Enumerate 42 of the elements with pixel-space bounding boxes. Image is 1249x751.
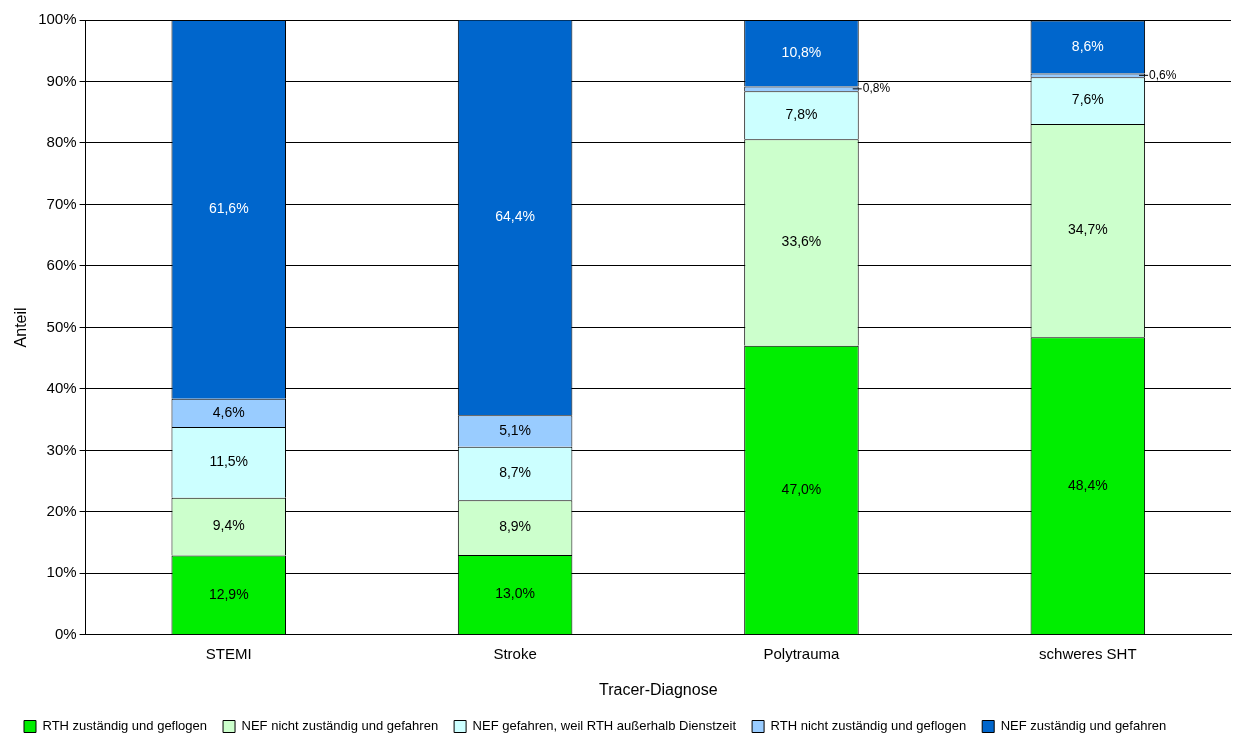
x-tick-label: Stroke (493, 644, 537, 662)
y-axis-title: Anteil (12, 307, 30, 348)
data-label: 8,9% (499, 518, 532, 535)
data-label: 12,9% (208, 585, 249, 602)
legend-label: RTH nicht zuständig und geflogen (770, 718, 967, 734)
y-tick-label: 100% (38, 10, 77, 28)
legend-label: NEF nicht zuständig und gefahren (241, 718, 439, 734)
data-label: 7,8% (785, 106, 818, 123)
y-tick-label: 80% (46, 133, 77, 151)
y-tick-label: 50% (46, 317, 77, 335)
y-tick-label: 70% (46, 194, 77, 212)
data-label: 61,6% (208, 200, 249, 217)
data-label: 34,7% (1067, 221, 1108, 238)
y-tick-label: 20% (46, 501, 77, 519)
x-tick-label: Polytrauma (763, 644, 841, 662)
data-label: 47,0% (781, 480, 822, 497)
data-label: 13,0% (495, 585, 535, 602)
x-axis-title: Tracer-Diagnose (599, 680, 718, 698)
y-tick-label: 0% (54, 624, 77, 642)
legend-label: RTH zuständig und geflogen (42, 718, 208, 734)
legend-label: NEF zuständig und gefahren (1000, 718, 1167, 734)
data-label: 33,6% (781, 233, 822, 250)
x-tick-label: schweres SHT (1039, 644, 1137, 662)
data-label: 0,6% (1149, 67, 1177, 82)
y-tick-label: 30% (46, 440, 77, 458)
data-label: 4,6% (212, 403, 245, 420)
data-label: 11,5% (209, 453, 249, 470)
y-tick-label: 40% (46, 379, 77, 397)
data-label: 10,8% (781, 44, 822, 61)
y-tick-label: 10% (46, 563, 77, 581)
data-label: 48,4% (1067, 476, 1108, 493)
data-label: 7,6% (1071, 91, 1104, 108)
data-label: 8,6% (1071, 37, 1104, 54)
data-label: 8,7% (499, 464, 532, 481)
data-label: 5,1% (499, 421, 532, 438)
y-tick-label: 60% (46, 256, 77, 274)
legend-label: NEF gefahren, weil RTH außerhalb Dienstzeit (472, 718, 737, 734)
data-label: 64,4% (495, 208, 535, 225)
data-label: 0,8% (862, 81, 891, 96)
y-tick-label: 90% (46, 71, 77, 89)
data-label: 9,4% (212, 517, 245, 534)
x-tick-label: STEMI (205, 644, 252, 662)
